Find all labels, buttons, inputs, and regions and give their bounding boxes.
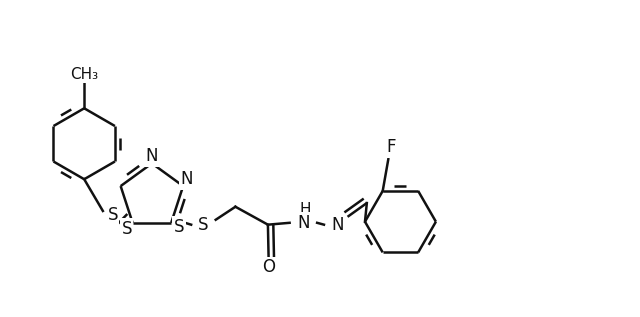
Text: S: S	[174, 218, 184, 236]
Text: S: S	[198, 216, 208, 234]
Text: N: N	[332, 216, 344, 234]
Text: O: O	[262, 258, 275, 276]
Text: S: S	[122, 220, 132, 238]
Text: F: F	[387, 139, 396, 157]
Text: CH₃: CH₃	[70, 67, 99, 82]
Text: N: N	[297, 214, 310, 232]
Text: N: N	[181, 170, 193, 188]
Text: N: N	[146, 147, 158, 165]
Text: S: S	[108, 206, 118, 224]
Text: H: H	[300, 202, 311, 217]
